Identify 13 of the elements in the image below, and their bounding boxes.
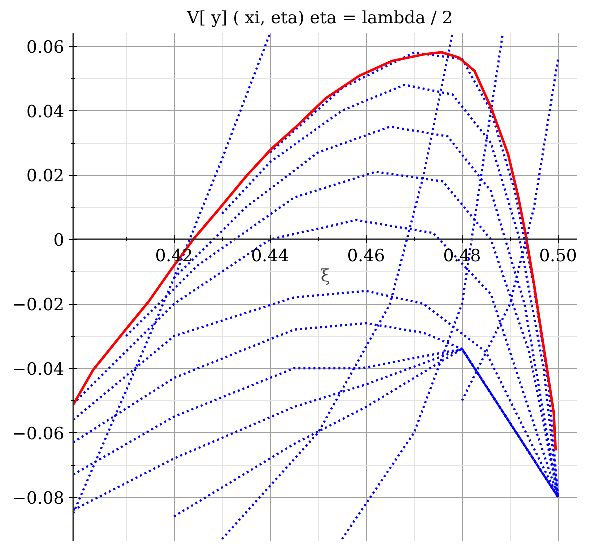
x-tick-label: 0.44 bbox=[251, 246, 290, 267]
x-tick-label: 0.50 bbox=[539, 246, 578, 267]
x-tick-label: 0.46 bbox=[347, 246, 386, 267]
y-tick-label: 0 bbox=[54, 231, 65, 252]
y-tick-label: −0.04 bbox=[12, 360, 65, 380]
y-tick-label: 0.06 bbox=[26, 38, 65, 58]
y-tick-label: −0.06 bbox=[12, 424, 65, 444]
x-axis-title: ξ bbox=[320, 266, 330, 286]
y-tick-label: −0.08 bbox=[12, 488, 65, 509]
y-tick-label: −0.02 bbox=[12, 296, 65, 316]
y-tick-label: 0.02 bbox=[26, 166, 65, 187]
chart-title: V[ y] ( xi, eta) eta = lambda / 2 bbox=[186, 8, 454, 28]
y-tick-label: 0.04 bbox=[26, 102, 65, 122]
